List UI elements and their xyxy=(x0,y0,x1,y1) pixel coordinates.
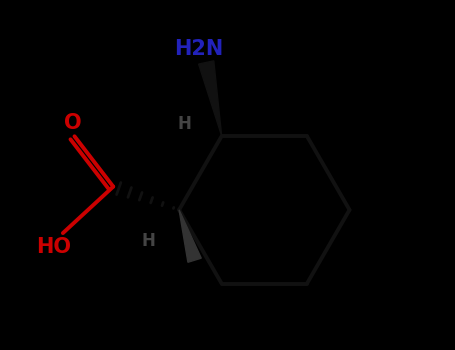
Polygon shape xyxy=(179,210,201,262)
Text: H2N: H2N xyxy=(174,39,223,59)
Text: H: H xyxy=(141,232,155,250)
Polygon shape xyxy=(199,61,222,136)
Text: HO: HO xyxy=(35,237,71,257)
Text: H: H xyxy=(178,116,192,133)
Text: O: O xyxy=(64,113,81,133)
